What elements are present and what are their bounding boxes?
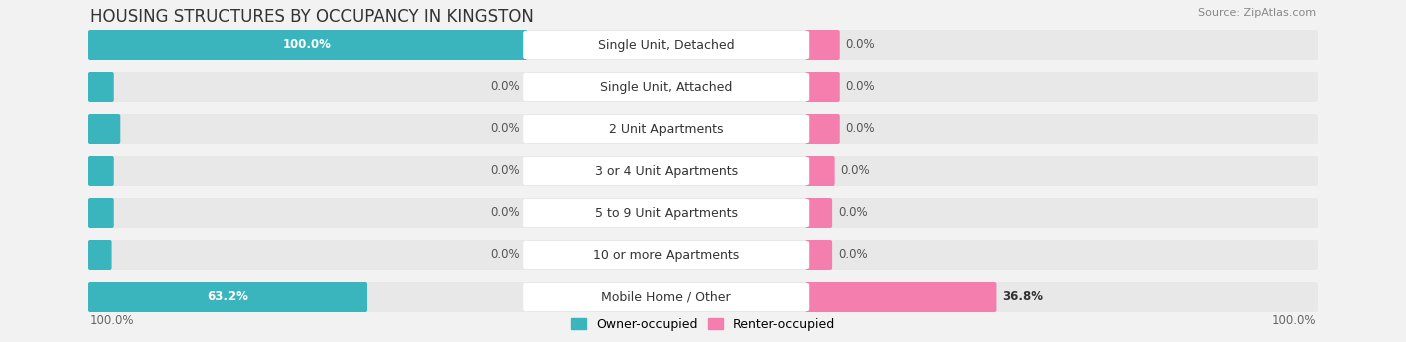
FancyBboxPatch shape — [89, 156, 114, 186]
Text: 100.0%: 100.0% — [90, 314, 135, 327]
Text: 0.0%: 0.0% — [841, 165, 870, 177]
FancyBboxPatch shape — [89, 282, 1317, 312]
FancyBboxPatch shape — [523, 157, 810, 185]
FancyBboxPatch shape — [89, 30, 1317, 60]
FancyBboxPatch shape — [806, 114, 839, 144]
Text: 3 or 4 Unit Apartments: 3 or 4 Unit Apartments — [595, 165, 738, 177]
Text: Mobile Home / Other: Mobile Home / Other — [602, 290, 731, 303]
FancyBboxPatch shape — [89, 156, 1317, 186]
Text: 0.0%: 0.0% — [491, 249, 520, 262]
Text: 0.0%: 0.0% — [491, 165, 520, 177]
FancyBboxPatch shape — [523, 283, 810, 311]
FancyBboxPatch shape — [523, 199, 810, 227]
FancyBboxPatch shape — [89, 282, 367, 312]
FancyBboxPatch shape — [806, 198, 832, 228]
FancyBboxPatch shape — [806, 72, 839, 102]
Text: 2 Unit Apartments: 2 Unit Apartments — [609, 122, 724, 135]
FancyBboxPatch shape — [89, 240, 1317, 270]
Text: 63.2%: 63.2% — [207, 290, 247, 303]
FancyBboxPatch shape — [806, 30, 839, 60]
Text: 0.0%: 0.0% — [491, 122, 520, 135]
Text: 0.0%: 0.0% — [846, 80, 876, 93]
FancyBboxPatch shape — [89, 72, 1317, 102]
FancyBboxPatch shape — [89, 198, 114, 228]
Text: 0.0%: 0.0% — [838, 249, 868, 262]
Text: 36.8%: 36.8% — [1002, 290, 1043, 303]
FancyBboxPatch shape — [806, 282, 997, 312]
FancyBboxPatch shape — [523, 241, 810, 269]
FancyBboxPatch shape — [89, 114, 1317, 144]
Text: 0.0%: 0.0% — [491, 80, 520, 93]
FancyBboxPatch shape — [806, 240, 832, 270]
FancyBboxPatch shape — [89, 30, 527, 60]
FancyBboxPatch shape — [89, 198, 1317, 228]
FancyBboxPatch shape — [523, 115, 810, 143]
FancyBboxPatch shape — [89, 72, 114, 102]
FancyBboxPatch shape — [523, 31, 810, 59]
Text: HOUSING STRUCTURES BY OCCUPANCY IN KINGSTON: HOUSING STRUCTURES BY OCCUPANCY IN KINGS… — [90, 8, 534, 26]
FancyBboxPatch shape — [89, 240, 111, 270]
FancyBboxPatch shape — [523, 73, 810, 101]
FancyBboxPatch shape — [89, 114, 121, 144]
Text: 100.0%: 100.0% — [283, 39, 332, 52]
Text: Single Unit, Attached: Single Unit, Attached — [600, 80, 733, 93]
Text: Source: ZipAtlas.com: Source: ZipAtlas.com — [1198, 8, 1316, 18]
Text: 0.0%: 0.0% — [491, 207, 520, 220]
Text: Single Unit, Detached: Single Unit, Detached — [598, 39, 734, 52]
Legend: Owner-occupied, Renter-occupied: Owner-occupied, Renter-occupied — [567, 313, 839, 336]
FancyBboxPatch shape — [806, 156, 835, 186]
Text: 100.0%: 100.0% — [1271, 314, 1316, 327]
Text: 10 or more Apartments: 10 or more Apartments — [593, 249, 740, 262]
Text: 0.0%: 0.0% — [838, 207, 868, 220]
Text: 5 to 9 Unit Apartments: 5 to 9 Unit Apartments — [595, 207, 738, 220]
Text: 0.0%: 0.0% — [846, 122, 876, 135]
Text: 0.0%: 0.0% — [846, 39, 876, 52]
